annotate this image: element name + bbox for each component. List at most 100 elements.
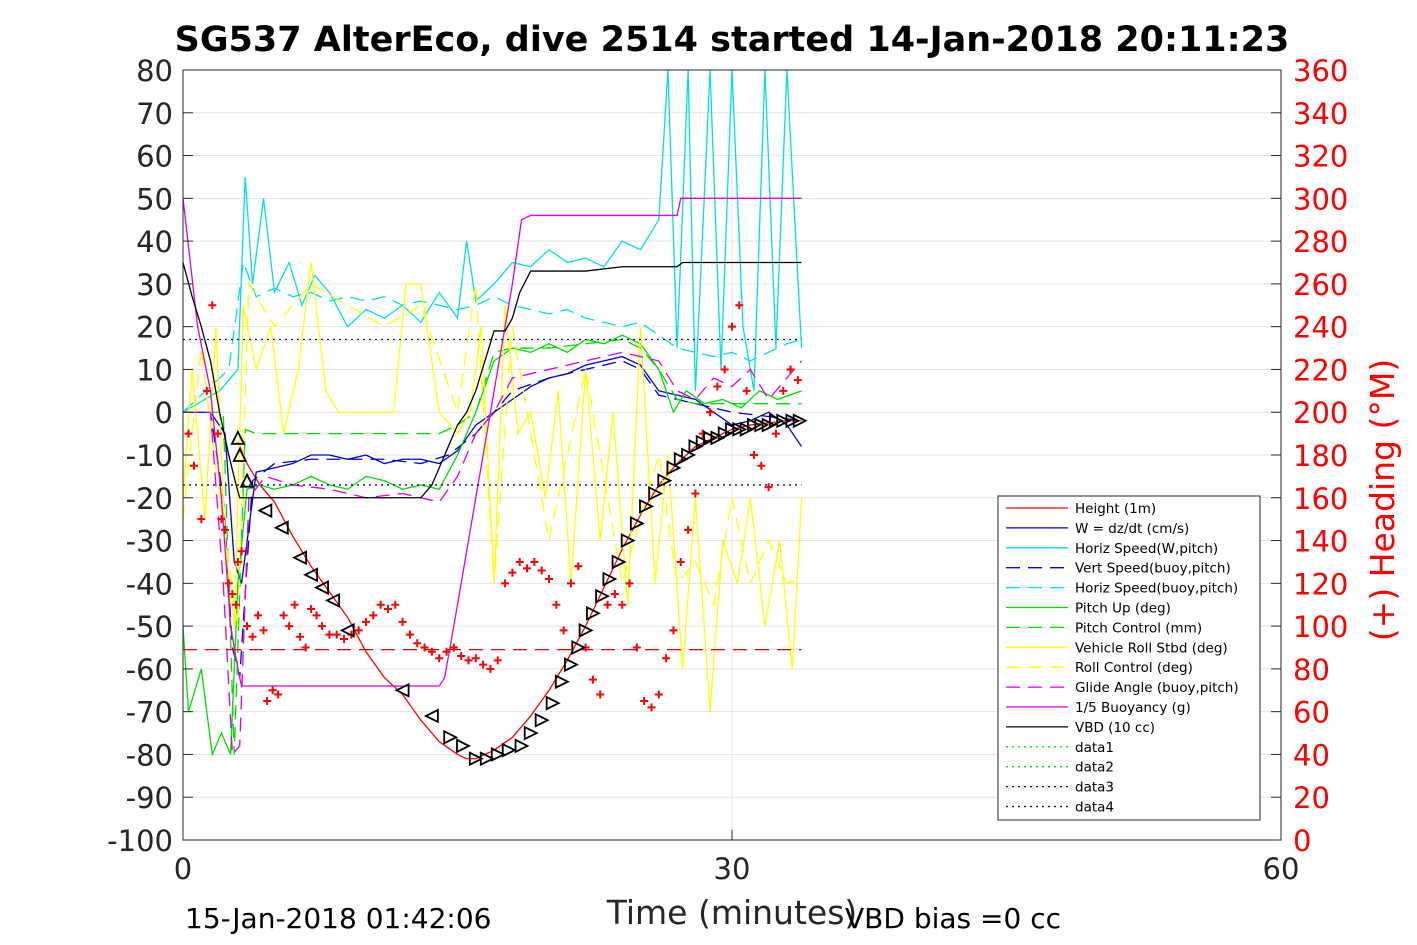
- heading-point: [654, 690, 663, 699]
- heading-point: [268, 686, 277, 695]
- dive-marker: [595, 588, 611, 604]
- heading-point: [383, 605, 392, 613]
- heading-point: [184, 429, 193, 438]
- heading-point: [779, 386, 788, 395]
- legend-label: Height (1m): [1075, 501, 1156, 517]
- chart-title: SG537 AlterEco, dive 2514 started 14-Jan…: [175, 20, 1290, 60]
- x-axis-ticks: 0 30 60: [174, 830, 1299, 886]
- series-layer: [183, 70, 803, 760]
- x-axis-label: Time (minutes): [606, 893, 858, 932]
- heading-point: [566, 579, 575, 588]
- dive-marker: [586, 605, 601, 621]
- dive-marker: [564, 657, 579, 673]
- heading-point: [559, 626, 568, 635]
- dive-marker: [303, 567, 318, 583]
- legend-label: 1/5 Buoyancy (g): [1075, 700, 1191, 716]
- y2-tick-label: 80: [1293, 653, 1330, 687]
- dive-marker: [666, 460, 682, 476]
- heading-point: [684, 525, 693, 534]
- dive-marker: [754, 417, 770, 433]
- dive-marker: [292, 550, 308, 566]
- heading-point: [274, 690, 283, 699]
- dive-marker: [578, 622, 594, 638]
- heading-point: [596, 690, 605, 699]
- dive-marker: [717, 426, 733, 442]
- dive-marker: [523, 725, 539, 741]
- dive-marker: [747, 417, 762, 433]
- heading-point: [332, 630, 341, 639]
- heading-point: [189, 461, 198, 470]
- legend-label: Pitch Up (deg): [1075, 601, 1171, 617]
- heading-point: [435, 654, 444, 663]
- heading-point: [318, 622, 327, 631]
- dive-marker: [554, 674, 570, 690]
- dive-marker: [761, 417, 777, 433]
- legend-label: W = dz/dt (cm/s): [1075, 521, 1189, 537]
- heading-point: [202, 386, 211, 395]
- dive-marker: [657, 473, 673, 489]
- heading-point: [706, 408, 715, 417]
- heading-point: [588, 675, 597, 684]
- heading-point: [757, 461, 766, 470]
- legend-label: Vert Speed(buoy,pitch): [1075, 561, 1231, 577]
- legend-label: Roll Control (deg): [1075, 660, 1193, 676]
- heading-point: [742, 386, 751, 395]
- y-axis-ticks: 80 70 60 50 40 30 20 10 0 -10 -20 -30 -40 -50 -60 -70 -8…: [107, 54, 193, 858]
- heading-point: [508, 568, 517, 577]
- heading-point: [391, 600, 400, 609]
- legend-label: Pitch Control (mm): [1075, 620, 1202, 636]
- series-line-8: [183, 281, 802, 627]
- dive-marker: [273, 520, 289, 536]
- y2-tick-label: 340: [1293, 97, 1348, 131]
- y-tick-label: -20: [126, 482, 173, 516]
- dive-marker: [611, 554, 627, 570]
- heading-points: [184, 301, 802, 712]
- y-tick-label: -60: [126, 653, 173, 687]
- heading-point: [691, 489, 700, 498]
- dive-marker: [776, 413, 792, 429]
- y-tick-label: -70: [126, 696, 173, 730]
- y-tick-label: -30: [126, 525, 173, 559]
- heading-point: [625, 579, 634, 588]
- heading-point: [233, 557, 242, 566]
- y2-tick-label: 280: [1293, 225, 1348, 259]
- heading-point: [224, 579, 233, 588]
- dive-marker: [456, 738, 472, 754]
- series-line-11: [183, 261, 802, 499]
- heading-point: [493, 656, 502, 665]
- heading-point: [464, 656, 473, 665]
- heading-point: [515, 557, 524, 566]
- y2-tick-label: 160: [1293, 482, 1348, 516]
- y-tick-label: 30: [136, 268, 173, 302]
- heading-point: [640, 696, 649, 705]
- heading-point: [457, 652, 466, 661]
- dive-marker: [423, 708, 439, 724]
- heading-point: [764, 483, 773, 492]
- x-tick-label: 0: [174, 852, 192, 886]
- y2-tick-label: 240: [1293, 311, 1348, 345]
- heading-point: [197, 515, 206, 524]
- y2-tick-label: 180: [1293, 439, 1348, 473]
- heading-point: [243, 622, 252, 631]
- heading-point: [398, 617, 407, 626]
- dive-marker: [620, 533, 636, 549]
- dive-markers: [230, 413, 808, 767]
- y2-axis-ticks: 3603403203002802602402202001801601401201…: [1271, 54, 1348, 858]
- heading-point: [442, 647, 451, 656]
- heading-point: [537, 566, 546, 575]
- y-tick-label: 10: [136, 353, 173, 387]
- y-tick-label: 70: [136, 97, 173, 131]
- heading-point: [449, 643, 458, 652]
- dive-marker: [230, 429, 246, 445]
- series-line-10: [183, 197, 802, 687]
- series-line-6: [183, 338, 802, 755]
- dive-marker: [639, 498, 655, 514]
- heading-point: [312, 611, 321, 620]
- dive-marker: [602, 571, 618, 587]
- x-tick-label: 30: [714, 852, 751, 886]
- heading-point: [237, 547, 246, 556]
- dive-marker: [479, 751, 495, 767]
- heading-point: [285, 622, 294, 631]
- dive-marker: [545, 695, 561, 711]
- dive-marker: [629, 515, 645, 531]
